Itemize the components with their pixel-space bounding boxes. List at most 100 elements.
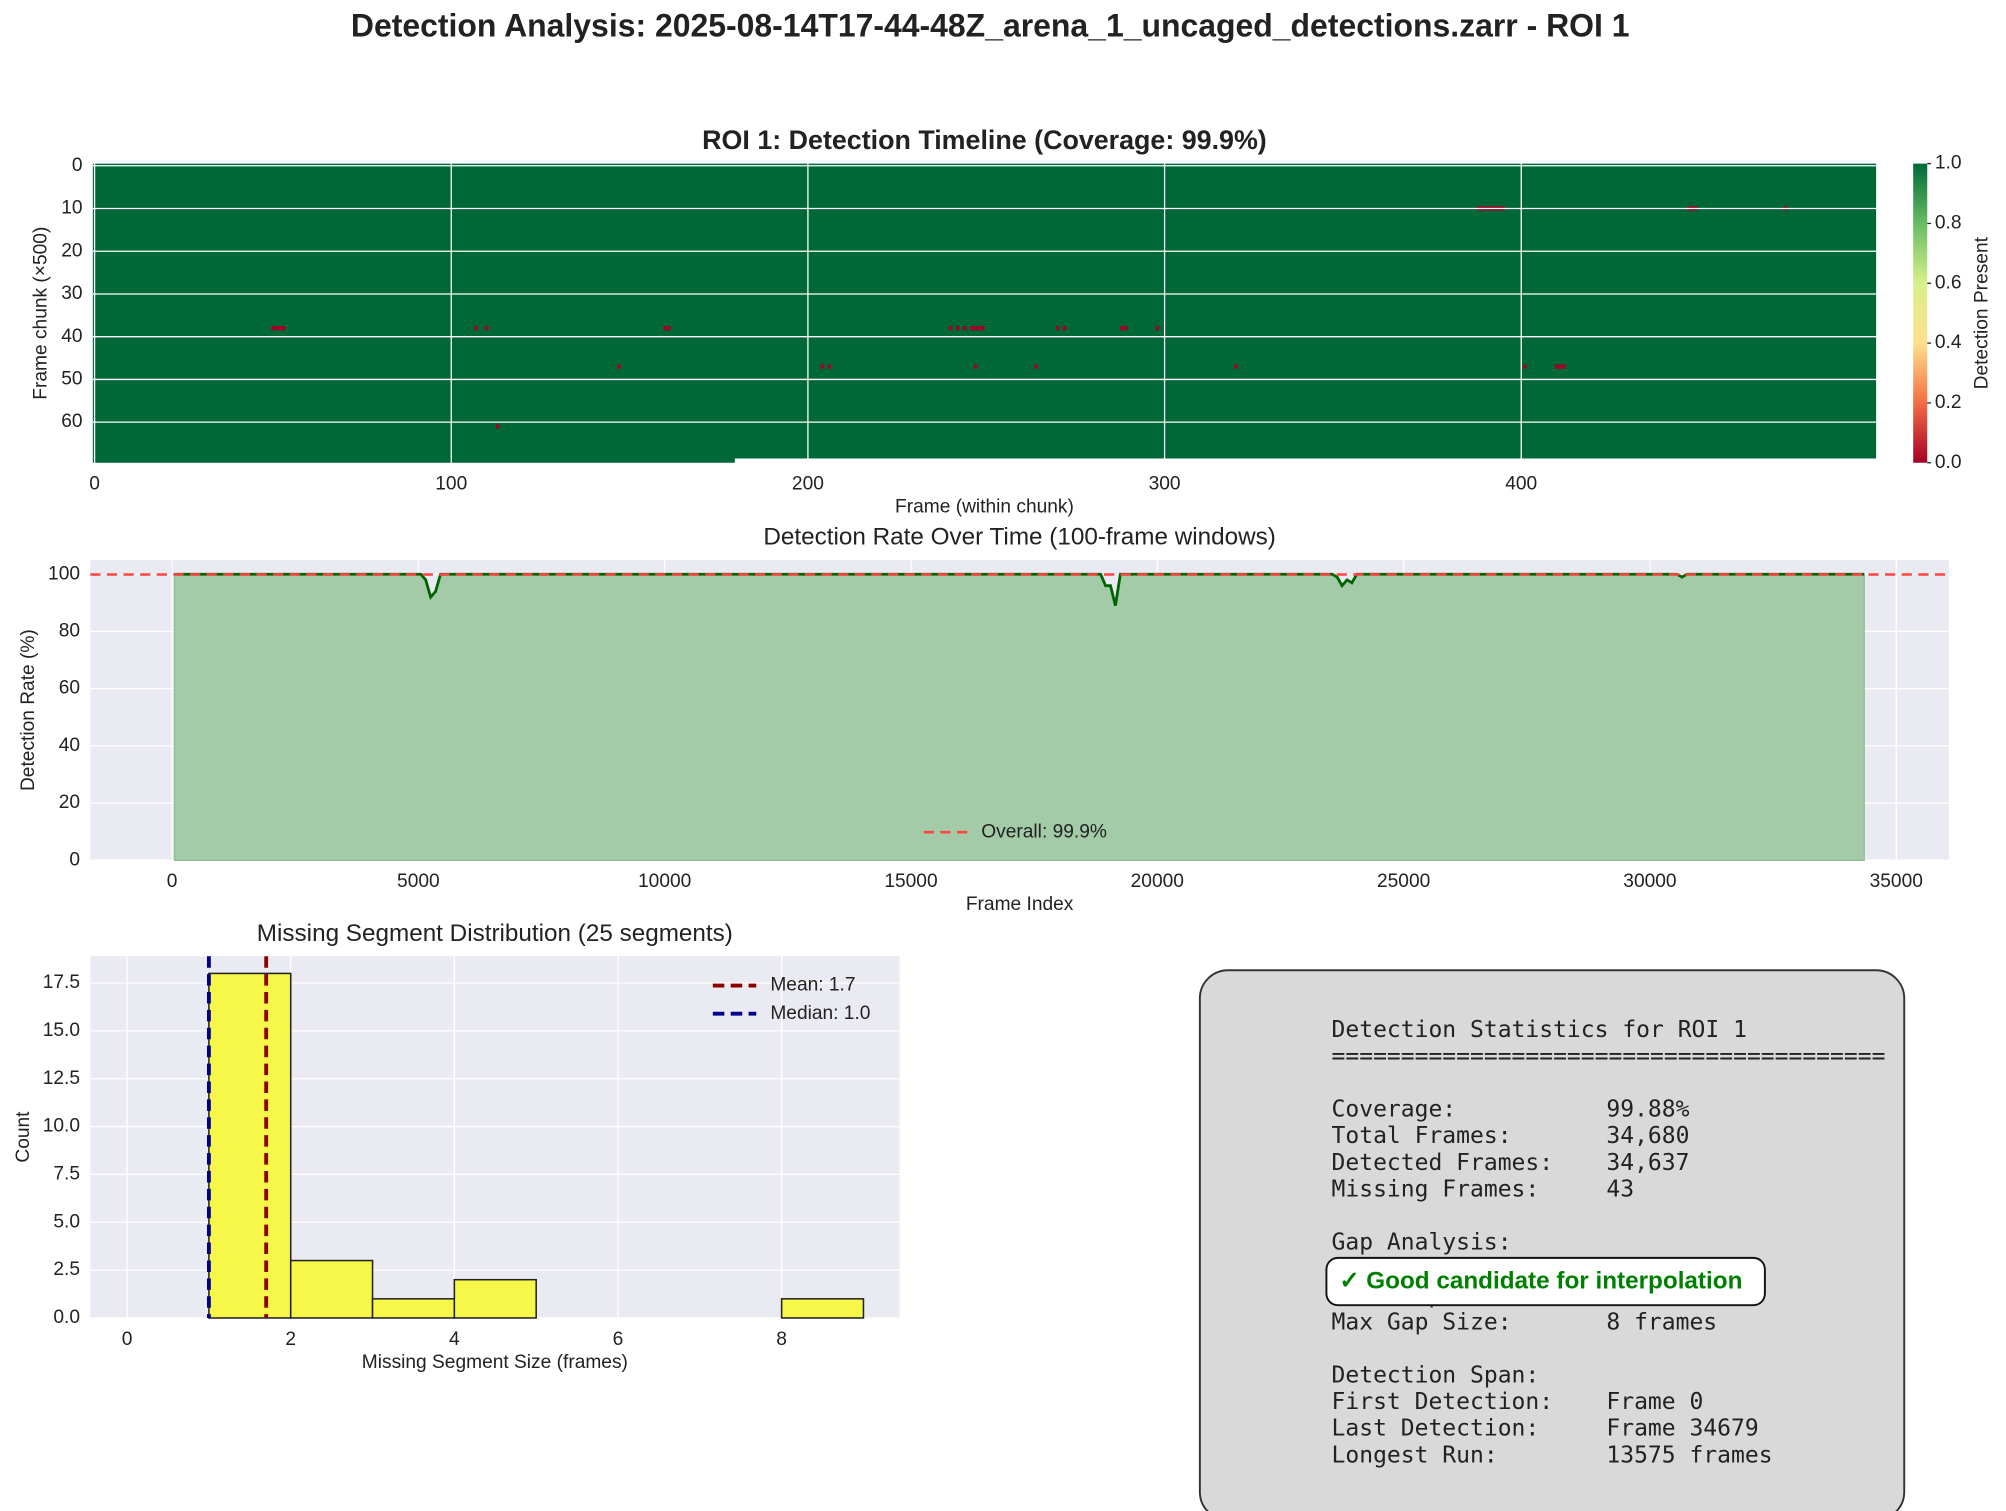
histogram-bar — [289, 1259, 374, 1319]
y-tick-label: 15.0 — [43, 1020, 80, 1041]
y-tick-label: 80 — [59, 621, 80, 642]
legend-label: Mean: 1.7 — [770, 975, 855, 996]
y-tick-label: 100 — [48, 563, 80, 584]
stats-heading: Gap Analysis: — [1332, 1230, 1512, 1256]
x-tick-label: 20000 — [1131, 871, 1184, 892]
detected-field — [92, 163, 1877, 459]
badge-box — [1325, 1256, 1766, 1307]
x-tick-label: 0 — [89, 474, 100, 495]
legend-label: Median: 1.0 — [770, 1003, 870, 1024]
x-tick-label: 200 — [792, 474, 824, 495]
stats-value: 8 frames — [1606, 1309, 1717, 1335]
missing-cell — [278, 326, 282, 331]
colorbar-tick-label: 0.6 — [1935, 272, 1962, 293]
y-axis-label: Count — [13, 1111, 34, 1163]
stats-heading: Detection Span: — [1332, 1363, 1540, 1389]
missing-cell — [820, 364, 824, 369]
x-tick-label: 0 — [167, 871, 178, 892]
missing-cell — [1123, 326, 1128, 331]
x-tick-label: 25000 — [1377, 871, 1430, 892]
missing-cell — [485, 326, 489, 331]
colorbar-tick-label: 0.2 — [1935, 392, 1962, 413]
x-tick-label: 8 — [776, 1329, 787, 1350]
y-tick-label: 30 — [61, 283, 82, 304]
x-tick-label: 400 — [1505, 474, 1537, 495]
missing-cell — [970, 326, 974, 331]
x-axis-label: Frame Index — [966, 894, 1074, 915]
badge-text: ✓ Good candidate for interpolation — [1339, 1268, 1742, 1295]
y-tick-label: 60 — [61, 411, 82, 432]
chart-title: Detection Rate Over Time (100-frame wind… — [763, 524, 1275, 551]
missing-cell — [1055, 326, 1060, 331]
x-tick-label: 300 — [1149, 474, 1181, 495]
stats-label: Missing Frames: — [1332, 1176, 1540, 1202]
missing-cell — [827, 364, 832, 369]
y-tick-label: 5.0 — [53, 1211, 80, 1232]
missing-cell — [667, 326, 671, 331]
legend-label: Overall: 99.9% — [981, 821, 1107, 842]
missing-cell — [973, 326, 978, 331]
y-tick-label: 0 — [69, 849, 80, 870]
stats-label: Coverage: — [1332, 1097, 1457, 1123]
stats-value: 99.88% — [1606, 1097, 1689, 1123]
y-tick-label: 50 — [61, 368, 82, 389]
chart-title: ROI 1: Detection Timeline (Coverage: 99.… — [702, 125, 1267, 155]
detected-field-partial — [92, 458, 735, 463]
colorbar-tick-label: 0.8 — [1935, 213, 1962, 234]
missing-cell — [955, 326, 960, 331]
missing-cell — [948, 326, 953, 331]
x-tick-label: 5000 — [397, 871, 440, 892]
missing-cell — [617, 364, 621, 369]
y-tick-label: 0.0 — [53, 1307, 80, 1328]
colorbar-tick-label: 0.4 — [1935, 332, 1962, 353]
missing-cell — [1562, 364, 1566, 369]
stats-value: 34,680 — [1606, 1123, 1689, 1149]
missing-cell — [973, 364, 978, 369]
x-axis-label: Missing Segment Size (frames) — [362, 1352, 628, 1373]
missing-cell — [1555, 364, 1559, 369]
rate-line — [174, 572, 1865, 607]
histogram-bar — [453, 1278, 537, 1319]
histogram-bar — [780, 1298, 865, 1319]
y-axis-label: Detection Rate (%) — [18, 629, 39, 791]
stats-label: Detected Frames: — [1332, 1150, 1554, 1176]
colorbar-label: Detection Present — [1971, 236, 1992, 389]
x-tick-label: 0 — [122, 1329, 133, 1350]
stats-value: 13575 frames — [1606, 1442, 1772, 1468]
y-tick-label: 40 — [61, 326, 82, 347]
missing-cell — [1062, 326, 1067, 331]
stats-title: Detection Statistics for ROI 1 — [1332, 1017, 1747, 1043]
missing-cell — [1234, 364, 1238, 369]
y-tick-label: 12.5 — [43, 1068, 80, 1089]
y-tick-label: 7.5 — [53, 1163, 80, 1184]
x-tick-label: 4 — [449, 1329, 460, 1350]
y-tick-label: 40 — [59, 735, 80, 756]
missing-cell — [663, 326, 668, 331]
x-tick-label: 35000 — [1870, 871, 1923, 892]
missing-cell — [980, 326, 985, 331]
stats-label: Longest Run: — [1332, 1442, 1498, 1468]
y-tick-label: 0 — [72, 155, 83, 176]
y-tick-label: 60 — [59, 678, 80, 699]
y-tick-label: 20 — [59, 792, 80, 813]
x-tick-label: 6 — [613, 1329, 624, 1350]
chart-title: Missing Segment Distribution (25 segment… — [257, 920, 733, 947]
missing-cell — [474, 326, 479, 331]
x-tick-label: 2 — [285, 1329, 296, 1350]
missing-cell — [1523, 364, 1527, 369]
missing-cell — [1119, 326, 1124, 331]
colorbar-tick-label: 1.0 — [1935, 153, 1962, 174]
stats-label: Max Gap Size: — [1332, 1309, 1512, 1335]
x-tick-label: 10000 — [638, 871, 691, 892]
colorbar-tick-label: 0.0 — [1935, 452, 1962, 473]
figure-title: Detection Analysis: 2025-08-14T17-44-48Z… — [351, 8, 1630, 44]
rate-area — [173, 573, 1865, 861]
stats-label: Last Detection: — [1332, 1416, 1540, 1442]
missing-cell — [1155, 326, 1160, 331]
stats-label: First Detection: — [1332, 1389, 1554, 1415]
y-tick-label: 20 — [61, 240, 82, 261]
stats-box — [1198, 969, 1906, 1511]
histogram-bar — [208, 972, 292, 1319]
missing-cell — [977, 326, 981, 331]
